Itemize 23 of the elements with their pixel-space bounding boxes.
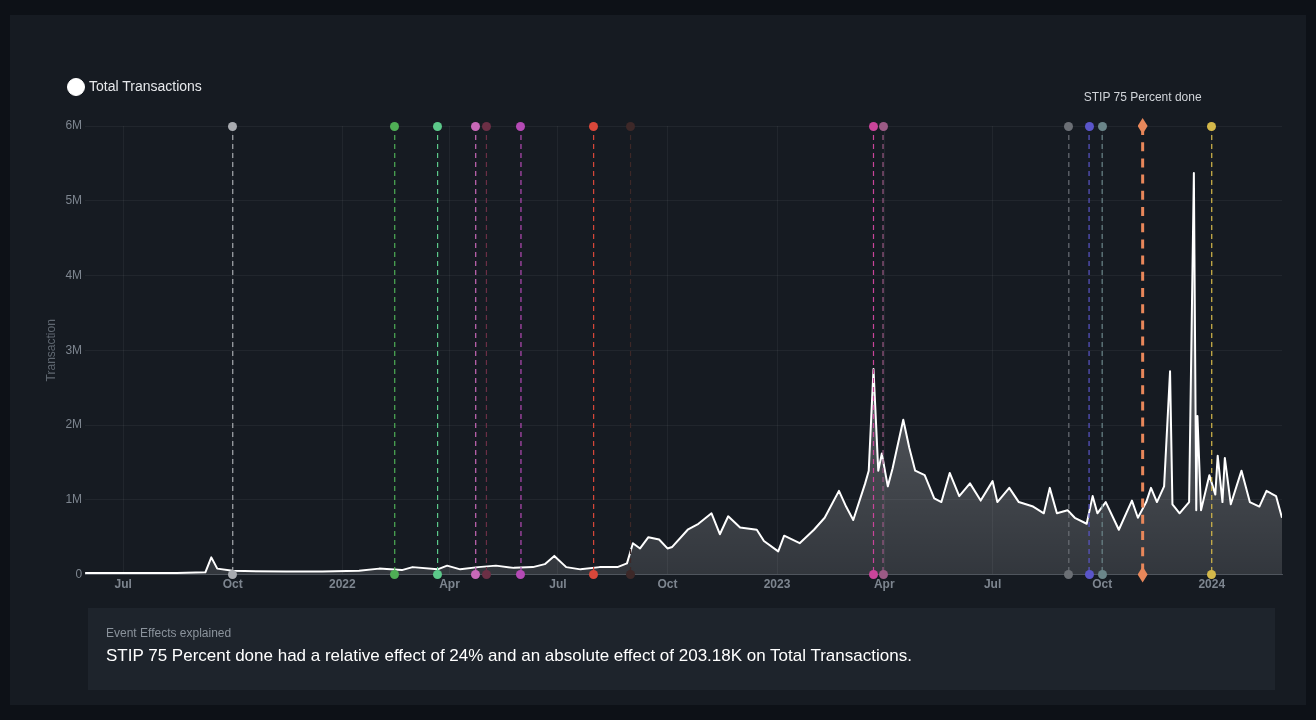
legend-label: Total Transactions (89, 77, 202, 94)
y-tick-label: 6M (65, 118, 83, 133)
y-axis-title: Transaction (43, 319, 58, 382)
y-tick-label: 3M (65, 342, 83, 357)
x-tick-label: 2022 (328, 577, 356, 592)
x-tick-label: Jul (114, 577, 132, 592)
x-tick-label: 2023 (763, 577, 791, 592)
x-tick-label: Jul (549, 577, 567, 592)
x-tick-label: 2024 (1198, 577, 1226, 592)
y-tick-label: 0 (75, 566, 83, 581)
x-tick-label: Oct (1092, 577, 1113, 592)
x-tick-label: Apr (873, 577, 895, 592)
y-tick-label: 2M (65, 417, 83, 432)
x-tick-label: Oct (657, 577, 678, 592)
y-tick-label: 1M (65, 492, 83, 507)
text: Event Effects explained (106, 626, 233, 640)
y-tick-label: 5M (65, 193, 83, 208)
x-tick-label: Oct (222, 577, 243, 592)
x-tick-label: Apr (439, 577, 461, 592)
x-tick-label: Jul (983, 577, 1002, 592)
ref-line-label: STIP 75 Percent done (1083, 90, 1202, 105)
text: STIP 75 Percent done had a relative effect of 24% and an absolute effect of 203.18K on Total Transactions. (106, 646, 913, 666)
y-tick-label: 4M (65, 267, 83, 282)
